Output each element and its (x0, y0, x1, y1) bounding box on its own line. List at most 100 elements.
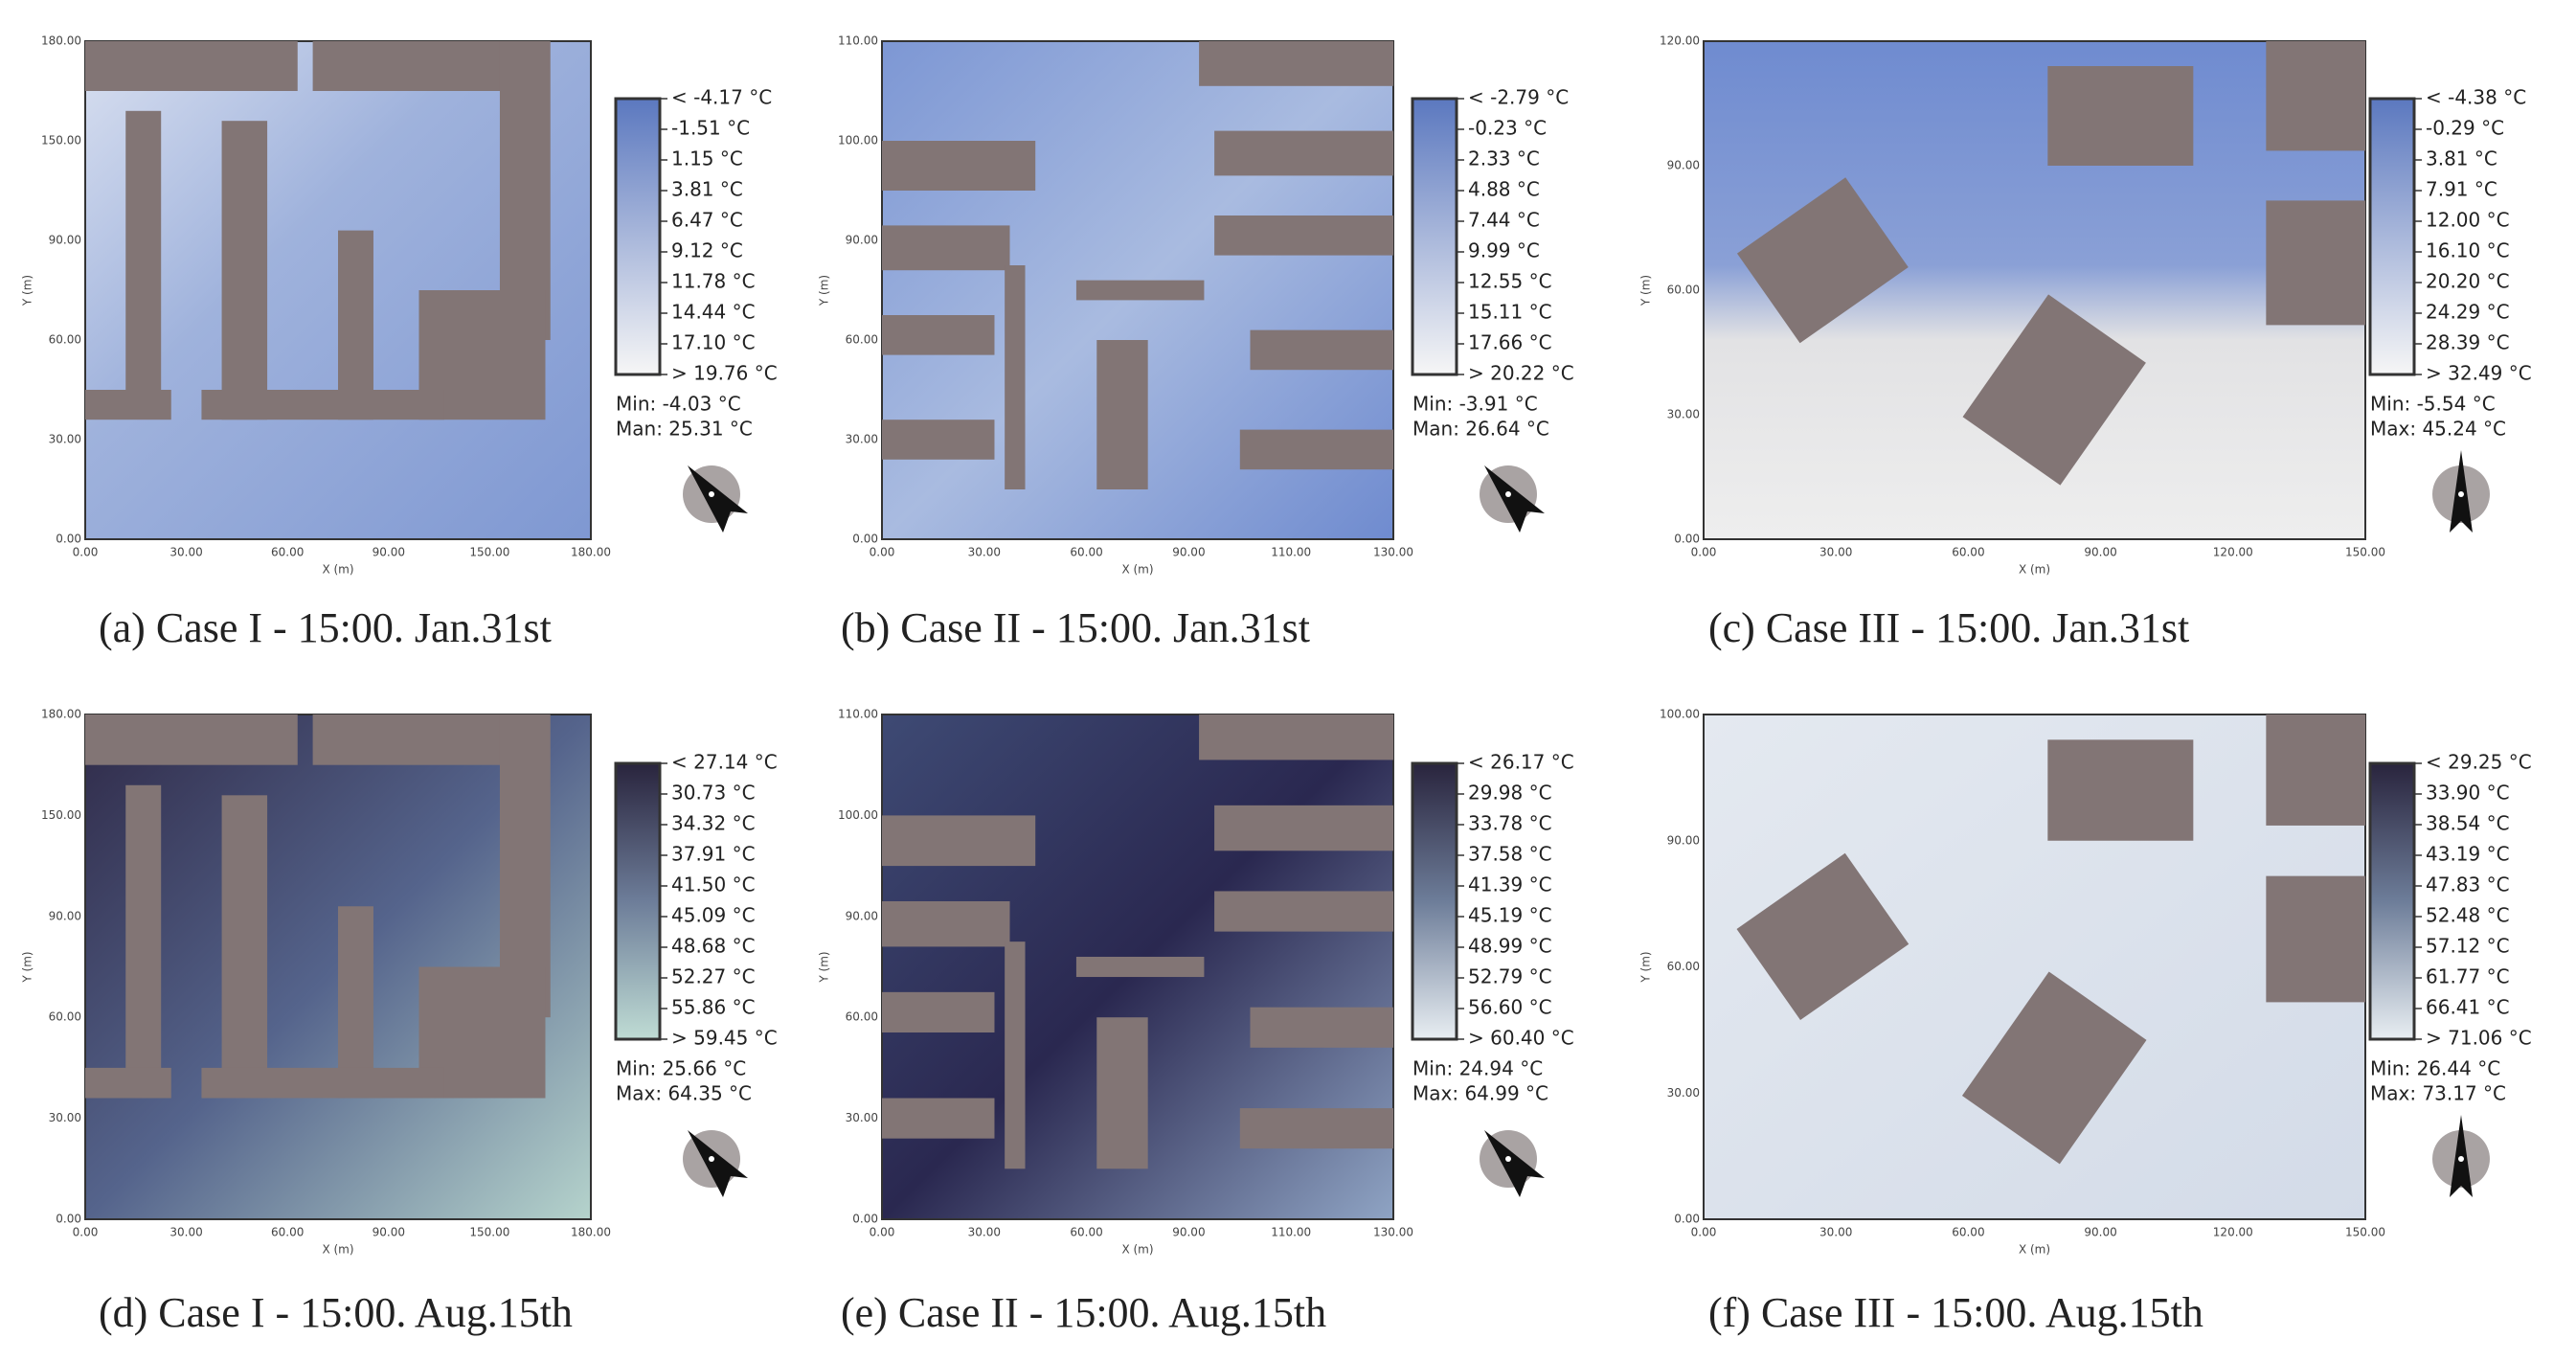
legend-label: 17.10 °C (671, 331, 756, 354)
x-tick-label: 60.00 (271, 1226, 304, 1239)
legend-bar (614, 97, 662, 376)
y-tick-label: 180.00 (41, 34, 81, 48)
legend-label: 43.19 °C (2426, 843, 2510, 866)
legend-label: > 59.45 °C (671, 1027, 778, 1050)
building (85, 715, 298, 765)
caption: (e) Case II - 15:00. Aug.15th (841, 1289, 1326, 1336)
y-tick-label: 0.00 (56, 533, 81, 546)
building (221, 121, 268, 420)
legend-label: < 27.14 °C (671, 751, 778, 774)
legend-label: 24.29 °C (2426, 301, 2510, 324)
legend-label: 3.81 °C (671, 178, 743, 201)
legend-label: < 26.17 °C (1468, 751, 1574, 774)
building (1214, 215, 1393, 256)
building (2266, 875, 2365, 1003)
min-label: Min: -5.54 °C (2370, 393, 2496, 416)
x-tick-label: 180.00 (571, 1226, 611, 1239)
y-tick-label: 90.00 (846, 234, 878, 247)
y-tick-label: 150.00 (41, 134, 81, 147)
x-tick-label: 60.00 (1070, 546, 1102, 559)
legend-label: 61.77 °C (2426, 965, 2510, 988)
building (1214, 130, 1393, 176)
building (1075, 956, 1205, 978)
building (1736, 852, 1909, 1021)
x-tick-label: 30.00 (968, 1226, 1001, 1239)
legend-label: 45.09 °C (671, 904, 756, 927)
building (1075, 280, 1205, 301)
legend-label: 9.12 °C (671, 239, 743, 262)
legend-label: 37.91 °C (671, 843, 756, 866)
legend-label: -0.23 °C (1468, 117, 1547, 140)
legend-label: 30.73 °C (671, 782, 756, 805)
x-tick-label: 0.00 (1691, 1226, 1717, 1239)
legend-label: 33.78 °C (1468, 812, 1552, 835)
y-axis-label: Y (m) (21, 275, 34, 306)
building (882, 225, 1010, 271)
building (338, 230, 373, 420)
y-tick-label: 100.00 (1660, 708, 1700, 721)
x-axis-label: X (m) (322, 563, 353, 577)
x-tick-label: 0.00 (73, 546, 99, 559)
building (338, 906, 373, 1099)
x-tick-label: 0.00 (870, 546, 895, 559)
y-axis-label: Y (m) (818, 951, 831, 983)
y-axis-label: Y (m) (21, 951, 34, 983)
building (1961, 971, 2147, 1165)
y-tick-label: 60.00 (1667, 960, 1700, 973)
building (1736, 177, 1909, 344)
legend-label: 1.15 °C (671, 147, 743, 170)
legend-label: > 19.76 °C (671, 362, 778, 385)
legend-label: -0.29 °C (2426, 117, 2504, 140)
y-axis-label: Y (m) (1639, 951, 1653, 983)
x-tick-label: 180.00 (571, 546, 611, 559)
building (1096, 340, 1148, 489)
building (1250, 329, 1393, 371)
x-tick-label: 90.00 (1172, 1226, 1205, 1239)
building (85, 41, 298, 91)
panel: 0.00 30.00 60.00 90.00 150.00 180.00 0.00 30.00… (21, 34, 778, 652)
legend-label: 56.60 °C (1468, 996, 1552, 1019)
legend-label: 41.39 °C (1468, 873, 1552, 896)
legend-label: 52.48 °C (2426, 904, 2510, 927)
y-tick-label: 0.00 (1674, 533, 1700, 546)
legend-label: > 60.40 °C (1468, 1027, 1574, 1050)
building (882, 991, 995, 1033)
y-tick-label: 110.00 (838, 708, 878, 721)
x-axis-label: X (m) (1121, 563, 1153, 577)
legend-label: 52.27 °C (671, 965, 756, 988)
x-tick-label: 0.00 (1691, 546, 1717, 559)
compass-dot (709, 491, 714, 497)
y-axis-label: Y (m) (1639, 275, 1653, 306)
x-tick-label: 120.00 (2213, 1226, 2253, 1239)
legend-label: -1.51 °C (671, 117, 750, 140)
building (125, 784, 162, 1088)
building (221, 795, 268, 1099)
compass-arrow (688, 1130, 748, 1197)
building (1005, 941, 1026, 1169)
x-tick-label: 30.00 (968, 546, 1001, 559)
y-tick-label: 180.00 (41, 708, 81, 721)
building (201, 390, 444, 420)
x-tick-label: 150.00 (469, 546, 509, 559)
legend-label: 17.66 °C (1468, 331, 1552, 354)
y-tick-label: 30.00 (1667, 408, 1700, 421)
building (1962, 294, 2146, 486)
y-tick-label: 0.00 (852, 1213, 878, 1226)
legend-label: < -2.79 °C (1468, 86, 1569, 109)
x-tick-label: 90.00 (373, 1226, 405, 1239)
legend-label: 16.10 °C (2426, 239, 2510, 262)
legend-label: 38.54 °C (2426, 812, 2510, 835)
y-tick-label: 90.00 (1667, 833, 1700, 847)
building (201, 1067, 444, 1099)
legend-label: > 32.49 °C (2426, 362, 2532, 385)
compass-dot (1505, 1156, 1511, 1162)
x-tick-label: 30.00 (1819, 546, 1852, 559)
legend-label: 48.99 °C (1468, 935, 1552, 958)
max-label: Max: 45.24 °C (2370, 418, 2506, 441)
y-tick-label: 120.00 (1660, 34, 1700, 48)
x-tick-label: 30.00 (169, 546, 202, 559)
building (1005, 265, 1026, 489)
min-label: Min: 24.94 °C (1412, 1057, 1543, 1080)
legend-bar (2368, 761, 2416, 1041)
